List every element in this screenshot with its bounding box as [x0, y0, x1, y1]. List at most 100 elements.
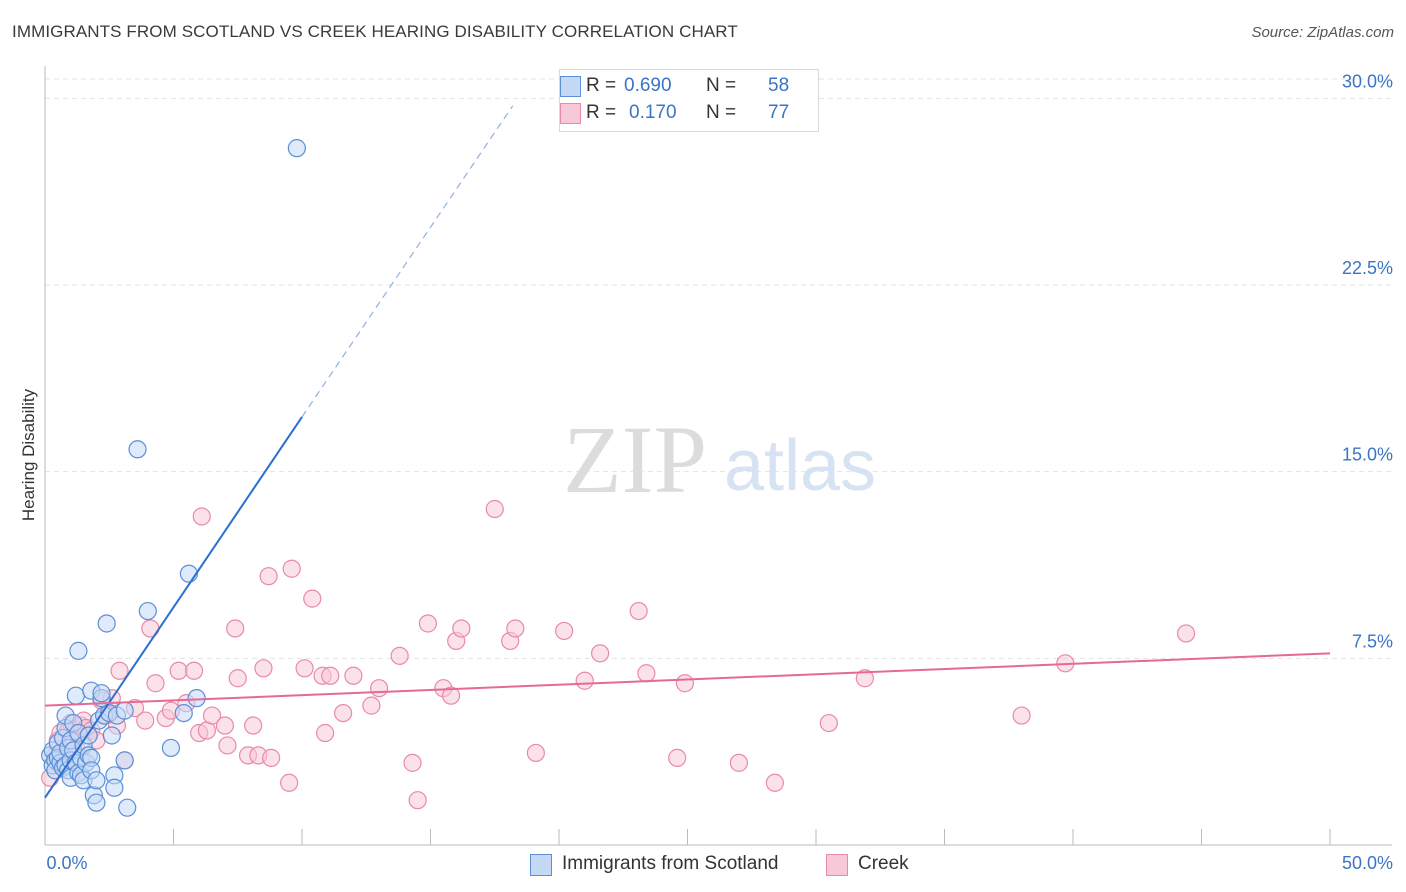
creek-point	[452, 619, 471, 638]
creek-point	[334, 703, 353, 723]
tick-labels: 7.5% 15.0% 22.5% 30.0% 0.0% 50.0%	[46, 71, 1393, 873]
bottom-legend-swatch-creek	[826, 854, 848, 876]
scotland-point	[87, 771, 106, 790]
scotland-point	[179, 564, 199, 583]
creek-point	[591, 644, 610, 663]
creek-point	[441, 686, 461, 705]
legend-n-value: 58	[768, 75, 790, 96]
creek-point	[729, 753, 749, 772]
trend-lines	[44, 105, 1331, 799]
legend-swatch-scotland	[560, 76, 581, 97]
watermark: ZIP atlas	[563, 406, 876, 513]
x-tick-label: 50.0%	[1342, 853, 1393, 873]
y-tick-label: 7.5%	[1352, 631, 1393, 651]
creek-point	[765, 773, 784, 792]
watermark-zip: ZIP	[563, 406, 707, 513]
creek-point	[228, 669, 247, 688]
creek-point	[344, 666, 363, 685]
creek-point	[819, 713, 838, 733]
legend-n-label: N =	[706, 75, 742, 96]
creek-point	[1012, 706, 1031, 725]
creek-point	[146, 674, 165, 693]
scotland-point	[161, 738, 181, 758]
legend-n-value: 77	[768, 102, 790, 123]
creek-point	[244, 716, 263, 735]
creek-point	[202, 706, 222, 725]
creek-point	[1176, 624, 1196, 643]
creek-point	[668, 748, 687, 767]
creek-point	[282, 559, 301, 578]
y-tick-label: 15.0%	[1342, 445, 1393, 465]
bottom-legend-label-creek: Creek	[858, 853, 909, 874]
creek-point	[295, 659, 314, 678]
creek-point	[303, 589, 322, 608]
scotland-point	[287, 139, 306, 158]
legend-r-value: 0.690	[624, 75, 672, 96]
legend-n-label: N =	[706, 102, 742, 123]
scotland-trend-line	[44, 416, 303, 799]
y-tick-label: 30.0%	[1342, 71, 1393, 91]
creek-point	[169, 661, 188, 680]
creek-point	[390, 646, 409, 665]
bottom-legend-label-scotland: Immigrants from Scotland	[562, 853, 779, 874]
creek-point	[218, 736, 237, 755]
creek-point	[110, 661, 129, 680]
scotland-point	[128, 440, 147, 459]
creek-point	[555, 621, 574, 641]
scotland-point	[102, 726, 121, 745]
legend-r-value: 0.170	[629, 102, 677, 123]
creek-point	[262, 748, 281, 767]
bottom-legend-swatch-scotland	[530, 854, 552, 876]
scotland-point	[97, 614, 116, 633]
scotland-point	[87, 793, 106, 812]
scotland-point	[118, 798, 137, 817]
creek-point	[575, 671, 594, 690]
y-axis-label: Hearing Disability	[19, 388, 38, 521]
creek-point	[855, 669, 874, 688]
scotland-point	[115, 701, 134, 720]
creek-point	[526, 743, 545, 763]
creek-point	[280, 773, 299, 792]
scotland-point	[138, 601, 157, 621]
scotland-point	[174, 703, 193, 723]
watermark-atlas: atlas	[724, 426, 876, 506]
creek-point	[418, 614, 438, 633]
axes	[44, 66, 1392, 846]
creek-point	[675, 674, 695, 693]
legend-swatch-creek	[560, 103, 581, 124]
creek-point	[226, 619, 245, 638]
scotland-point	[66, 686, 85, 705]
creek-point	[370, 679, 389, 698]
scotland-trend-extension	[301, 105, 514, 418]
scotland-point	[92, 684, 111, 703]
creek-trend-line	[44, 652, 1331, 707]
creek-point	[316, 723, 335, 743]
creek-point	[362, 696, 381, 715]
scotland-point	[105, 778, 124, 797]
creek-point	[629, 601, 648, 621]
legend-r-label: R =	[586, 102, 622, 123]
creek-point	[192, 507, 211, 526]
creek-point	[215, 716, 234, 735]
series-scotland-points	[41, 139, 306, 817]
x-tick-label: 0.0%	[46, 853, 87, 873]
y-tick-label: 22.5%	[1342, 258, 1393, 278]
creek-point	[136, 711, 155, 730]
creek-point	[637, 664, 656, 683]
legend-r-label: R =	[586, 75, 622, 96]
creek-point	[321, 666, 340, 685]
scotland-point	[115, 751, 134, 770]
creek-point	[254, 659, 273, 678]
creek-point	[506, 619, 525, 638]
creek-point	[485, 499, 504, 519]
creek-point	[408, 791, 427, 810]
creek-point	[184, 661, 204, 680]
creek-point	[403, 753, 422, 772]
source-credit: Source: ZipAtlas.com	[1251, 24, 1394, 41]
scotland-point	[69, 641, 88, 660]
chart-title: IMMIGRANTS FROM SCOTLAND VS CREEK HEARIN…	[12, 22, 738, 41]
grid-lines	[45, 78, 1392, 659]
correlation-legend: R = 0.690 N = 58 R = 0.170 N = 77	[559, 69, 819, 132]
creek-point	[259, 567, 278, 586]
